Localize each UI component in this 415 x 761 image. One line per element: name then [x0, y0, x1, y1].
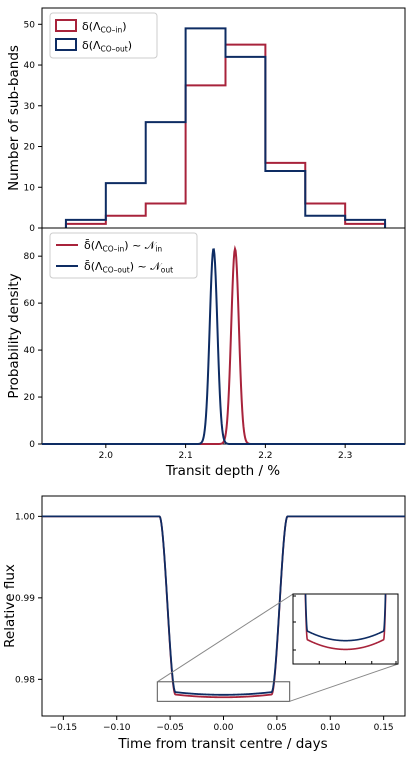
lightcurve-xtick-label: −0.05	[156, 723, 184, 733]
histogram-ytick-label: 30	[24, 102, 36, 112]
density-xtick-label: 2.2	[258, 451, 272, 461]
density-ytick-label: 40	[24, 346, 36, 356]
lightcurve-xtick-label: −0.10	[103, 723, 131, 733]
histogram-panel: 0 10 20 30 40 50 Number of sub-bands δ(ΛCO–in…	[6, 7, 406, 234]
inset-zoom-indicator	[156, 593, 399, 702]
histogram-legend-label-in: δ(ΛCO–in)	[82, 20, 127, 35]
lightcurve-xtick-label: 0.10	[320, 723, 340, 733]
histogram-legend-label-out: δ(ΛCO–out)	[82, 39, 132, 54]
lightcurve-panel: −0.15 −0.10 −0.05 0.00 0.05 0.10 0.15 1.00 0.99…	[2, 495, 406, 752]
density-legend-box	[49, 232, 198, 279]
density-legend-label-out: δ̄(ΛCO–out) ~ 𝒩out	[84, 260, 173, 275]
histogram-legend: δ(ΛCO–in) δ(ΛCO–out)	[49, 12, 158, 59]
density-curve-out	[42, 248, 405, 445]
inset-axes	[292, 593, 399, 665]
lightcurve-xtick-label: 0.15	[374, 723, 394, 733]
lightcurve-out	[42, 515, 405, 696]
inset-curve-out	[304, 594, 387, 642]
lightcurve-ytick-label: 0.99	[15, 594, 35, 604]
lightcurve-xtick-label: 0.05	[267, 723, 287, 733]
lightcurve-xtick-label: −0.15	[50, 723, 78, 733]
inset-frame	[292, 593, 399, 665]
lightcurve-ytick-label: 1.00	[15, 512, 35, 522]
density-xlabel: Transit depth / %	[165, 463, 280, 479]
density-ytick-label: 60	[24, 299, 36, 309]
histogram-ytick-label: 50	[24, 20, 36, 30]
lightcurve-ylabel: Relative flux	[2, 564, 18, 648]
histogram-ytick-label: 10	[24, 183, 36, 193]
density-panel: 2.0 2.1 2.2 2.3 0 20 40 60 80 Probability densi…	[6, 227, 406, 479]
histogram-step-out	[64, 27, 387, 228]
histogram-ytick-label: 20	[24, 143, 36, 153]
histogram-ytick-label: 0	[29, 224, 35, 234]
inset-curve-in	[304, 594, 387, 651]
density-ylabel: Probability density	[6, 273, 22, 398]
density-xtick-label: 2.1	[178, 451, 192, 461]
zoom-connector	[157, 593, 294, 683]
histogram-legend-swatch-in	[55, 19, 77, 32]
density-legend: δ̄(ΛCO–in) ~ 𝒩in δ̄(ΛCO–out) ~ 𝒩out	[49, 232, 198, 279]
lightcurve-ytick-label: 0.98	[15, 675, 35, 685]
histogram-ylabel: Number of sub-bands	[6, 45, 22, 191]
histogram-ytick-label: 40	[24, 61, 36, 71]
histogram-legend-swatch-out	[55, 38, 77, 51]
lightcurve-xtick-label: 0.00	[213, 723, 233, 733]
density-legend-label-in: δ̄(ΛCO–in) ~ 𝒩in	[84, 239, 162, 254]
density-ytick-label: 20	[24, 393, 36, 403]
lightcurve-xlabel: Time from transit centre / days	[117, 736, 327, 752]
zoom-region-box	[156, 681, 291, 702]
zoom-connector	[289, 663, 399, 702]
density-plot-area	[41, 227, 406, 445]
density-xtick-label: 2.3	[338, 451, 352, 461]
density-xtick-label: 2.0	[99, 451, 114, 461]
density-ytick-label: 80	[24, 252, 36, 262]
density-ytick-label: 0	[29, 440, 35, 450]
